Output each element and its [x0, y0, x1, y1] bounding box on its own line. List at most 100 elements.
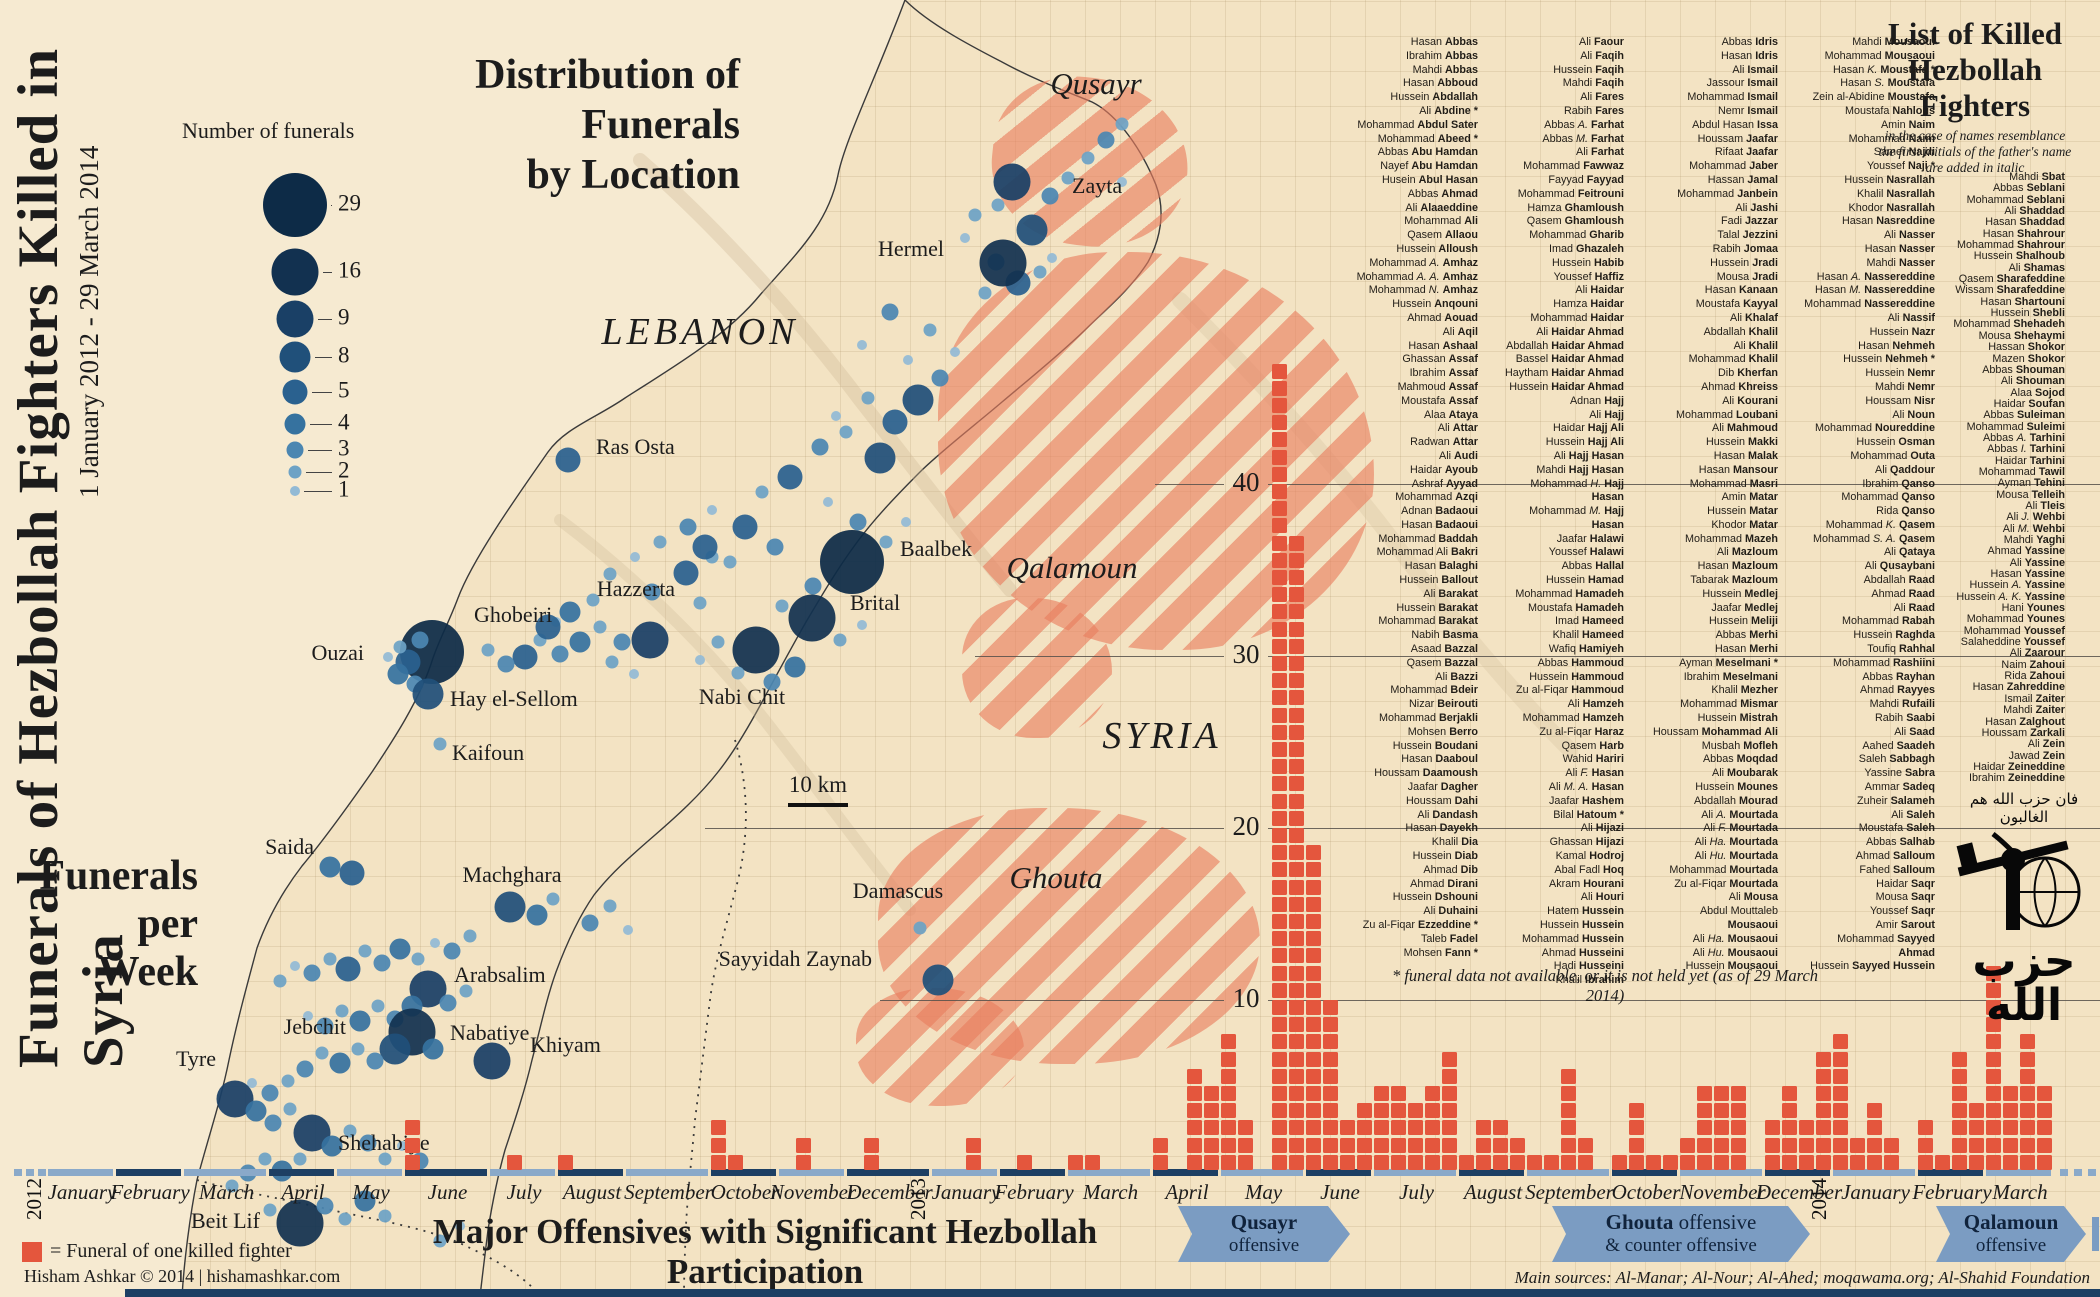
fighter-name: Husein Abul Hasan — [1381, 173, 1478, 186]
map-bubble — [857, 340, 867, 350]
map-bubble — [833, 633, 847, 647]
axis-month-segment — [1986, 1169, 2051, 1176]
month-label-january: January — [47, 1180, 117, 1204]
map-bubble — [823, 497, 833, 507]
bar-square — [1085, 1154, 1100, 1170]
bar-square — [711, 1137, 726, 1153]
fighter-name: Hassan Shokor — [1988, 341, 2065, 354]
bar-square — [1986, 1086, 2001, 1101]
fighters-column-3: Abbas Idris Hasan Idris Ali Ismail Jassour … — [1648, 36, 1778, 974]
fighter-name: Hasan Malak — [1713, 449, 1778, 462]
map-bubble — [777, 464, 803, 490]
fighter-name: Haidar Hajj Ali — [1552, 422, 1624, 435]
fighter-name: Mohammad A. A. Amhaz — [1356, 270, 1478, 283]
fighter-name: Ali Zaarour — [2009, 647, 2065, 660]
map-bubble — [422, 1038, 444, 1060]
bar-square — [1306, 879, 1321, 895]
fighter-name: Ali Aqil — [1442, 325, 1478, 338]
map-bubble — [433, 737, 447, 751]
bar-square — [1272, 1017, 1287, 1033]
map-bubble — [258, 1152, 272, 1166]
fighter-name: Mohammad S. A. Qasem — [1812, 532, 1935, 545]
bar-square — [1799, 1137, 1814, 1153]
bar-square — [1306, 1120, 1321, 1136]
fighter-name: Ali Shouman — [2000, 375, 2065, 388]
bar-square — [1833, 1068, 1848, 1084]
bar-square — [1918, 1154, 1933, 1170]
fighter-name: Khalil Mezher — [1711, 684, 1778, 697]
bar-square — [1833, 1137, 1848, 1153]
bar-square — [1969, 1120, 1984, 1136]
bar-square — [1986, 965, 2001, 981]
map-bubble — [339, 860, 365, 886]
bar-square — [1323, 1103, 1338, 1119]
fighter-name: Khalil Dia — [1431, 836, 1478, 849]
axis-month-segment — [779, 1169, 844, 1176]
fighter-name: Mohammad Noureddine — [1815, 422, 1935, 435]
fighter-name: Wahid Hariri — [1562, 753, 1624, 766]
fighter-name: Ali Hu. Mousaoui — [1692, 946, 1778, 959]
fighter-name: Mahdi Yaghi — [2003, 534, 2065, 546]
legend-line — [322, 272, 332, 273]
month-label-may: May — [1244, 1180, 1283, 1204]
fighter-name: Abbas I. Tarhini — [1987, 443, 2065, 456]
bar-square — [1884, 1154, 1899, 1170]
map-bubble — [378, 1209, 392, 1223]
bar-square — [966, 1137, 981, 1153]
bar-square — [1442, 1154, 1457, 1170]
fighter-name: Mohammad M. Hajj Hasan — [1529, 505, 1624, 531]
fighter-name: Hasan Shahrour — [1982, 227, 2065, 240]
map-bubble — [433, 1234, 447, 1248]
month-label-june: June — [1320, 1180, 1360, 1204]
fighter-name: Ali Nasser — [1883, 229, 1935, 242]
bar-square — [1782, 1154, 1797, 1170]
bar-square — [1952, 1086, 1967, 1101]
bar-square — [2020, 1154, 2035, 1170]
fighter-name: Ali Noun — [1892, 408, 1935, 421]
bar-square — [1578, 1154, 1593, 1170]
fighter-name: Abdallah Raad — [1863, 574, 1935, 587]
bar-square — [1663, 1154, 1678, 1170]
fighter-name: Samer Najdi — [1873, 146, 1935, 159]
map-bubble — [555, 447, 581, 473]
fighter-name: Jaafar Dagher — [1407, 781, 1478, 794]
bar-square — [1306, 1034, 1321, 1050]
fighter-name: Hasan Nasser — [1864, 242, 1935, 255]
month-label-april: April — [281, 1180, 325, 1204]
fighter-name: Ibrahim Zeineddine — [1968, 772, 2065, 785]
axis-month-segment — [1374, 1169, 1456, 1176]
bar-square — [1952, 1154, 1967, 1170]
fighter-name: Ahmad Salloum — [1855, 850, 1935, 863]
bar-square — [1272, 552, 1287, 568]
bar-square — [1408, 1154, 1423, 1170]
bar-square — [796, 1137, 811, 1153]
map-label-machghara: Machghara — [462, 862, 562, 887]
fighter-name: Ali Shamas — [2008, 261, 2065, 274]
fighter-name: Mohammad Sayyed Ahmad — [1837, 932, 1935, 959]
map-bubble — [1016, 214, 1048, 246]
year-label-2014: 2014 — [1807, 1178, 1831, 1220]
fighter-name: Jaafar Halawi — [1556, 532, 1624, 545]
banner-line2: & counter offensive — [1605, 1235, 1757, 1256]
map-bubble — [473, 1042, 511, 1080]
map-bubble — [643, 583, 661, 601]
bar-square — [1731, 1086, 1746, 1101]
axis-month-segment — [1000, 1169, 1065, 1176]
bar-square — [1289, 1068, 1304, 1084]
fighter-name: Mohsen Berro — [1407, 725, 1478, 738]
fighter-name: Hasan Abbas — [1410, 36, 1478, 48]
bar-square — [1493, 1154, 1508, 1170]
map-bubble — [358, 944, 372, 958]
map-bubble — [613, 633, 631, 651]
fighter-name: Yassine Sabra — [1864, 767, 1935, 780]
bar-square — [1289, 879, 1304, 895]
bar-square — [1731, 1154, 1746, 1170]
fighter-name: Ali Kourani — [1722, 394, 1778, 407]
bar-square — [1272, 965, 1287, 981]
bar-square — [2020, 1120, 2035, 1136]
axis-month-segment — [1527, 1169, 1609, 1176]
fighter-name: Hussein Sayyed Hussein — [1810, 960, 1935, 973]
fighter-name: Abbas Hallal — [1561, 560, 1624, 573]
bar-square — [1340, 1137, 1355, 1153]
map-bubble — [603, 899, 617, 913]
